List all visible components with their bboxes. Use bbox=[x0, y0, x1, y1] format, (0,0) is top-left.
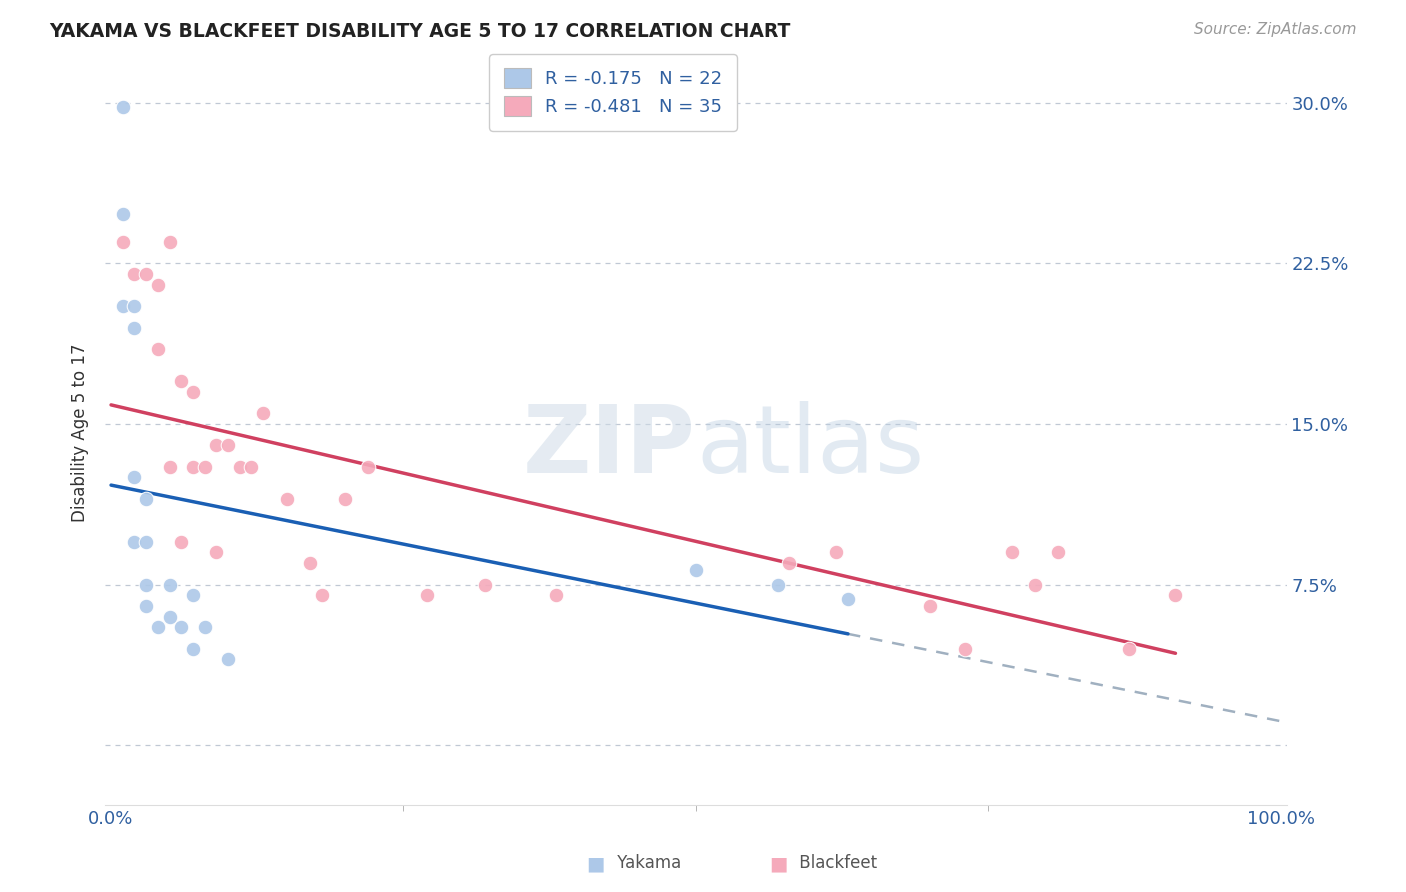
Point bbox=[837, 592, 859, 607]
Point bbox=[205, 545, 228, 559]
Point bbox=[252, 406, 274, 420]
Point bbox=[205, 438, 228, 452]
Text: YAKAMA VS BLACKFEET DISABILITY AGE 5 TO 17 CORRELATION CHART: YAKAMA VS BLACKFEET DISABILITY AGE 5 TO … bbox=[49, 22, 790, 41]
Point bbox=[159, 609, 181, 624]
Point bbox=[124, 470, 146, 484]
Point bbox=[217, 438, 239, 452]
Point bbox=[146, 620, 169, 634]
Point bbox=[170, 620, 193, 634]
Point bbox=[135, 491, 157, 506]
Point bbox=[159, 235, 181, 249]
Point bbox=[194, 459, 217, 474]
Point bbox=[170, 374, 193, 388]
Text: ZIP: ZIP bbox=[523, 401, 696, 493]
Point bbox=[953, 641, 976, 656]
Point bbox=[181, 641, 204, 656]
Point bbox=[333, 491, 356, 506]
Y-axis label: Disability Age 5 to 17: Disability Age 5 to 17 bbox=[72, 343, 89, 522]
Point bbox=[124, 267, 146, 281]
Point bbox=[181, 384, 204, 399]
Point bbox=[194, 620, 217, 634]
Point bbox=[135, 577, 157, 591]
Point bbox=[146, 342, 169, 356]
Point bbox=[1024, 577, 1046, 591]
Text: Yakama: Yakama bbox=[612, 855, 681, 872]
Text: ■: ■ bbox=[769, 854, 787, 873]
Point bbox=[135, 599, 157, 613]
Point bbox=[918, 599, 941, 613]
Point bbox=[1047, 545, 1070, 559]
Text: Source: ZipAtlas.com: Source: ZipAtlas.com bbox=[1194, 22, 1357, 37]
Point bbox=[276, 491, 298, 506]
Point bbox=[124, 320, 146, 334]
Point bbox=[111, 100, 134, 114]
Point bbox=[544, 588, 567, 602]
Point bbox=[159, 459, 181, 474]
Point bbox=[181, 459, 204, 474]
Legend: R = -0.175   N = 22, R = -0.481   N = 35: R = -0.175 N = 22, R = -0.481 N = 35 bbox=[489, 54, 737, 131]
Point bbox=[217, 652, 239, 666]
Point bbox=[240, 459, 263, 474]
Point bbox=[474, 577, 496, 591]
Point bbox=[779, 556, 801, 570]
Point bbox=[1118, 641, 1140, 656]
Text: ■: ■ bbox=[586, 854, 605, 873]
Point bbox=[311, 588, 333, 602]
Point bbox=[181, 588, 204, 602]
Point bbox=[170, 534, 193, 549]
Point bbox=[1164, 588, 1187, 602]
Point bbox=[111, 207, 134, 221]
Point bbox=[229, 459, 252, 474]
Point bbox=[825, 545, 848, 559]
Point bbox=[124, 534, 146, 549]
Point bbox=[416, 588, 439, 602]
Point bbox=[135, 534, 157, 549]
Point bbox=[146, 277, 169, 292]
Point bbox=[111, 235, 134, 249]
Point bbox=[766, 577, 789, 591]
Point bbox=[135, 267, 157, 281]
Point bbox=[159, 577, 181, 591]
Point bbox=[357, 459, 380, 474]
Text: Blackfeet: Blackfeet bbox=[794, 855, 877, 872]
Point bbox=[124, 299, 146, 313]
Point bbox=[1001, 545, 1024, 559]
Point bbox=[111, 299, 134, 313]
Point bbox=[685, 562, 707, 576]
Point bbox=[298, 556, 321, 570]
Text: atlas: atlas bbox=[696, 401, 924, 493]
